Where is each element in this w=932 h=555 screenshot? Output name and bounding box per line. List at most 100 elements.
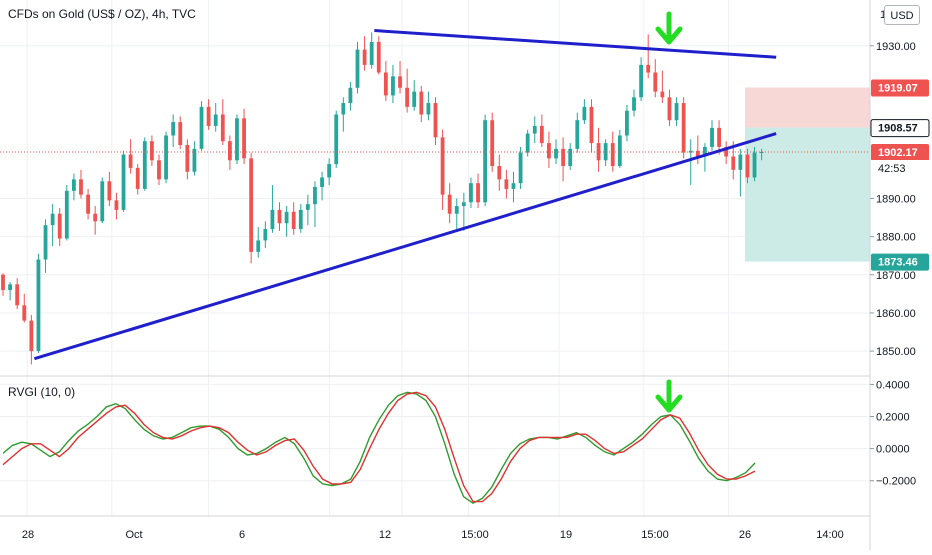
candle-body: [469, 183, 473, 203]
candle-body: [391, 76, 395, 96]
price-tick-label: 1860.00: [876, 308, 916, 320]
candle-body: [738, 154, 743, 170]
candle-body: [717, 127, 721, 147]
candle-body: [291, 211, 296, 229]
candle-body: [625, 110, 629, 136]
candle-body: [511, 183, 516, 189]
candle-body: [639, 64, 643, 98]
candle-body: [227, 141, 232, 161]
rvgi-signal-line: [2, 391, 756, 503]
candle-body: [561, 148, 566, 167]
candle-body: [632, 97, 636, 111]
candle-body: [15, 284, 20, 306]
candle-body: [298, 209, 303, 229]
candle-body: [710, 127, 714, 147]
countdown-bg: [871, 160, 929, 177]
candle-body: [107, 181, 112, 201]
candle-body: [242, 118, 246, 159]
candle-body: [617, 135, 622, 167]
time-tick-label: 15:00: [641, 529, 669, 541]
candle-body: [341, 103, 346, 115]
main-legend: CFDs on Gold (US$ / OZ), 4h, TVC: [8, 7, 196, 21]
candle-body: [185, 145, 190, 172]
candle-body: [22, 305, 27, 321]
candle-body: [263, 228, 268, 241]
price-tick-label: 1880.00: [876, 232, 916, 244]
candle-body: [220, 114, 225, 142]
price-label-bg: [870, 119, 930, 138]
price-label-text: 1873.46: [878, 257, 918, 269]
candle-body: [57, 213, 62, 239]
candle-body: [36, 259, 41, 352]
take-profit-zone: [745, 127, 870, 262]
candle-body: [589, 106, 594, 144]
candle-body: [100, 181, 105, 222]
currency-button[interactable]: USD: [884, 5, 920, 25]
candle-body: [199, 106, 204, 149]
price-tick-label: 1890.00: [876, 193, 916, 205]
candle-body: [355, 49, 360, 88]
candle-body: [752, 152, 757, 178]
candle-body: [142, 141, 147, 189]
rvgi-tick-label: 0.0000: [876, 444, 910, 456]
price-label-bg: [871, 144, 929, 162]
candle-body: [256, 240, 261, 252]
candle-body: [433, 103, 438, 138]
candle-body: [681, 103, 686, 153]
candle-body: [178, 122, 183, 146]
candle-body: [603, 143, 608, 161]
price-tick-label-partial: 1: [880, 9, 886, 21]
candle-body: [327, 164, 332, 178]
candle-body: [50, 213, 55, 226]
rvgi-tick-label: 0.2000: [876, 412, 910, 424]
candle-body: [149, 141, 154, 161]
candle-body: [235, 118, 239, 161]
price-label-text: 1908.57: [878, 123, 918, 135]
price-label-bg: [871, 253, 929, 271]
candle-body: [539, 125, 544, 144]
candle-body: [667, 97, 672, 121]
price-arrow-icon-head: [655, 26, 683, 45]
candle-body: [313, 187, 317, 205]
candle-body: [128, 154, 133, 168]
candle-body: [610, 143, 615, 167]
price-label-text: 1902.17: [878, 147, 918, 159]
candle-body: [426, 103, 431, 115]
candle-body: [348, 87, 353, 104]
candle-body: [270, 209, 275, 229]
candle-body: [476, 183, 480, 203]
candle-body: [419, 91, 424, 115]
candle-body: [660, 91, 665, 98]
candle-body: [731, 156, 736, 170]
candle-body: [483, 120, 488, 203]
time-tick-label: Oct: [125, 529, 142, 541]
rvgi-arrow-icon: [655, 379, 683, 413]
grid-layer: [0, 0, 870, 516]
candle-body: [461, 202, 466, 207]
candles-layer: [1, 32, 764, 365]
candle-body: [249, 158, 254, 252]
countdown-text: 42:53: [878, 163, 906, 175]
candle-body: [440, 137, 445, 195]
candle-body: [412, 91, 417, 107]
price-tick-label: 1930.00: [876, 41, 916, 53]
time-tick-label: 26: [739, 529, 751, 541]
price-tick-label: 1850.00: [876, 346, 916, 358]
candle-body: [596, 143, 601, 161]
candle-body: [284, 211, 289, 224]
candle-body: [454, 206, 459, 214]
rvgi-tick-label: 0.4000: [876, 379, 910, 391]
candle-body: [653, 72, 658, 92]
candle-body: [334, 114, 339, 165]
candle-body: [646, 64, 651, 73]
candle-body: [745, 154, 750, 178]
candle-body: [277, 209, 282, 224]
candle-body: [79, 179, 83, 195]
trendline-support: [33, 132, 777, 361]
candle-body: [398, 76, 402, 88]
candle-body: [703, 146, 707, 157]
candle-body: [674, 103, 679, 121]
candle-body: [518, 152, 523, 184]
